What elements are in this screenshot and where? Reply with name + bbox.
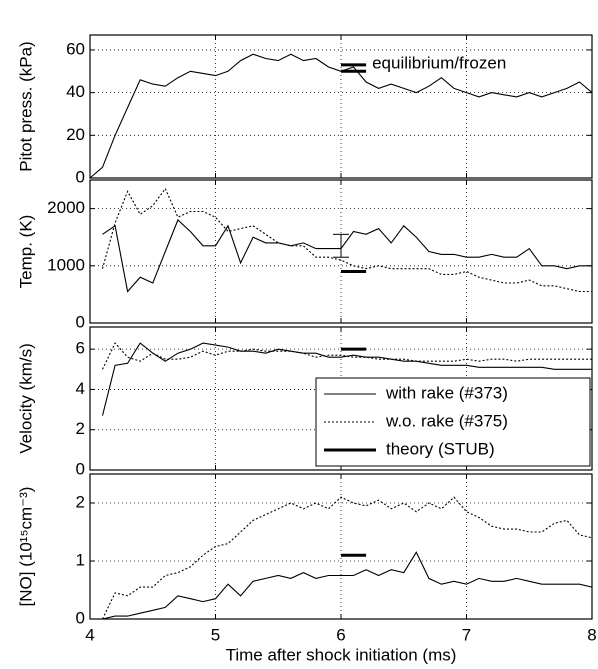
x-tick-label: 6 <box>336 625 345 644</box>
data-line <box>101 342 592 416</box>
annotation: equilibrium/frozen <box>372 54 506 73</box>
x-axis-label: Time after shock initiation (ms) <box>226 645 457 664</box>
legend-label: theory (STUB) <box>386 439 495 458</box>
legend-label: w.o. rake (#375) <box>385 411 508 430</box>
y-tick-label: 0 <box>76 167 85 186</box>
data-line <box>101 187 592 293</box>
plot-frame <box>89 473 593 620</box>
y-axis-label: [NO] (10¹⁵cm⁻³) <box>16 487 35 607</box>
x-tick-label: 7 <box>462 625 471 644</box>
x-tick-label: 5 <box>211 625 220 644</box>
y-tick-label: 6 <box>76 339 85 358</box>
y-tick-label: 2 <box>76 419 85 438</box>
plot-frame <box>89 326 593 471</box>
y-tick-label: 0 <box>76 312 85 331</box>
y-tick-label: 1000 <box>47 255 85 274</box>
plot-frame <box>89 179 593 324</box>
plot-frame <box>89 34 593 179</box>
data-line <box>102 219 592 293</box>
y-axis-label: Temp. (K) <box>16 215 35 289</box>
y-tick-label: 0 <box>76 608 85 627</box>
y-axis-label: Pitot press. (kPa) <box>16 41 35 171</box>
y-tick-label: 0 <box>76 459 85 478</box>
x-tick-label: 4 <box>85 625 94 644</box>
error-bar <box>333 233 349 258</box>
y-tick-label: 40 <box>66 82 85 101</box>
y-axis-label: Velocity (km/s) <box>16 343 35 454</box>
y-tick-label: 20 <box>66 125 85 144</box>
y-tick-label: 2000 <box>47 198 85 217</box>
data-line <box>102 342 592 370</box>
data-line <box>102 551 593 620</box>
data-line <box>102 496 593 620</box>
y-tick-label: 4 <box>76 379 85 398</box>
y-tick-label: 1 <box>76 550 85 569</box>
x-tick-label: 8 <box>587 625 596 644</box>
y-tick-label: 2 <box>76 492 85 511</box>
y-tick-label: 60 <box>66 39 85 58</box>
legend-label: with rake (#373) <box>385 383 508 402</box>
